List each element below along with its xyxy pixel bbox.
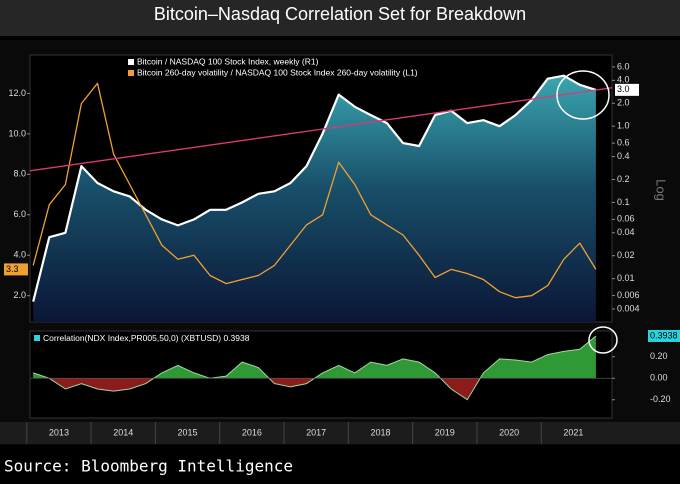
x-tick-label: 2021 — [563, 427, 583, 437]
legend-swatch — [34, 335, 40, 341]
x-tick-label: 2014 — [113, 427, 133, 437]
x-tick-label: 2013 — [49, 427, 69, 437]
legend-label: Correlation(NDX Index,PR005,50,0) (XBTUS… — [43, 333, 250, 343]
y-tick-label: 6.0 — [13, 209, 26, 219]
y2-tick-label: 0.01 — [617, 273, 635, 283]
value-label-box — [4, 263, 28, 276]
y-tick-label: 12.0 — [8, 88, 26, 98]
source: Source: Bloomberg Intelligence — [4, 457, 293, 476]
chart-title: Bitcoin–Nasdaq Correlation Set for Break… — [154, 4, 526, 24]
x-tick-label: 2015 — [178, 427, 198, 437]
highlight-circle — [556, 70, 610, 120]
y2-tick-label: 0.04 — [617, 227, 635, 237]
legend-label: Bitcoin / NASDAQ 100 Stock Index, weekly… — [137, 56, 319, 66]
legend-swatch — [128, 59, 134, 65]
y-tick-label: 8.0 — [13, 169, 26, 179]
series-area — [33, 75, 596, 322]
series-area — [33, 336, 596, 400]
y2-tick-label: 0.6 — [617, 138, 630, 148]
y-tick-label: 0.00 — [650, 373, 668, 383]
y2-tick-label: 2.0 — [617, 98, 630, 108]
y-tick-label: 10.0 — [8, 128, 26, 138]
value-label: 3.0 — [617, 84, 630, 94]
marks: 2.0 4.0 6.0 8.0 10.0 12.0 6.0 4.0 2.0 1.0 0.6 0.4 0.… — [4, 56, 680, 444]
y2-tick-label: 0.2 — [617, 174, 630, 184]
x-tick-label: 2019 — [435, 427, 455, 437]
y2-tick-label: 1.0 — [617, 121, 630, 131]
y-tick-label: -0.20 — [650, 394, 671, 404]
trend-line — [29, 87, 613, 172]
y2-tick-label: 0.02 — [617, 250, 635, 260]
value-label: 0.3938 — [650, 330, 678, 340]
legend-label: Bitcoin 260-day volatility / NASDAQ 100 … — [137, 67, 418, 77]
value-label: 3.3 — [6, 264, 19, 274]
x-axis-strip — [0, 422, 680, 444]
y2-tick-label: 0.1 — [617, 197, 630, 207]
x-tick-label: 2020 — [499, 427, 519, 437]
series-line — [32, 82, 597, 299]
y-tick-label: 4.0 — [13, 250, 26, 260]
y-tick-label: 2.0 — [13, 290, 26, 300]
x-tick-label: 2017 — [306, 427, 326, 437]
x-tick-label: 2018 — [370, 427, 390, 437]
x-tick-label: 2016 — [242, 427, 262, 437]
y2-tick-label: 4.0 — [617, 75, 630, 85]
y2-axis-label: Log — [654, 179, 669, 201]
highlight-circle — [588, 326, 618, 354]
y-tick-label: 0.20 — [650, 351, 668, 361]
value-label-box — [615, 83, 639, 96]
y2-tick-label: 0.4 — [617, 151, 630, 161]
legend-swatch — [128, 70, 134, 76]
y2-tick-label: 6.0 — [617, 61, 630, 71]
y2-tick-label: 0.06 — [617, 214, 635, 224]
y2-tick-label: 0.004 — [617, 303, 640, 313]
title-bar — [0, 0, 680, 36]
series-line — [32, 74, 597, 302]
y2-tick-label: 0.006 — [617, 290, 640, 300]
value-label-box — [648, 329, 680, 342]
